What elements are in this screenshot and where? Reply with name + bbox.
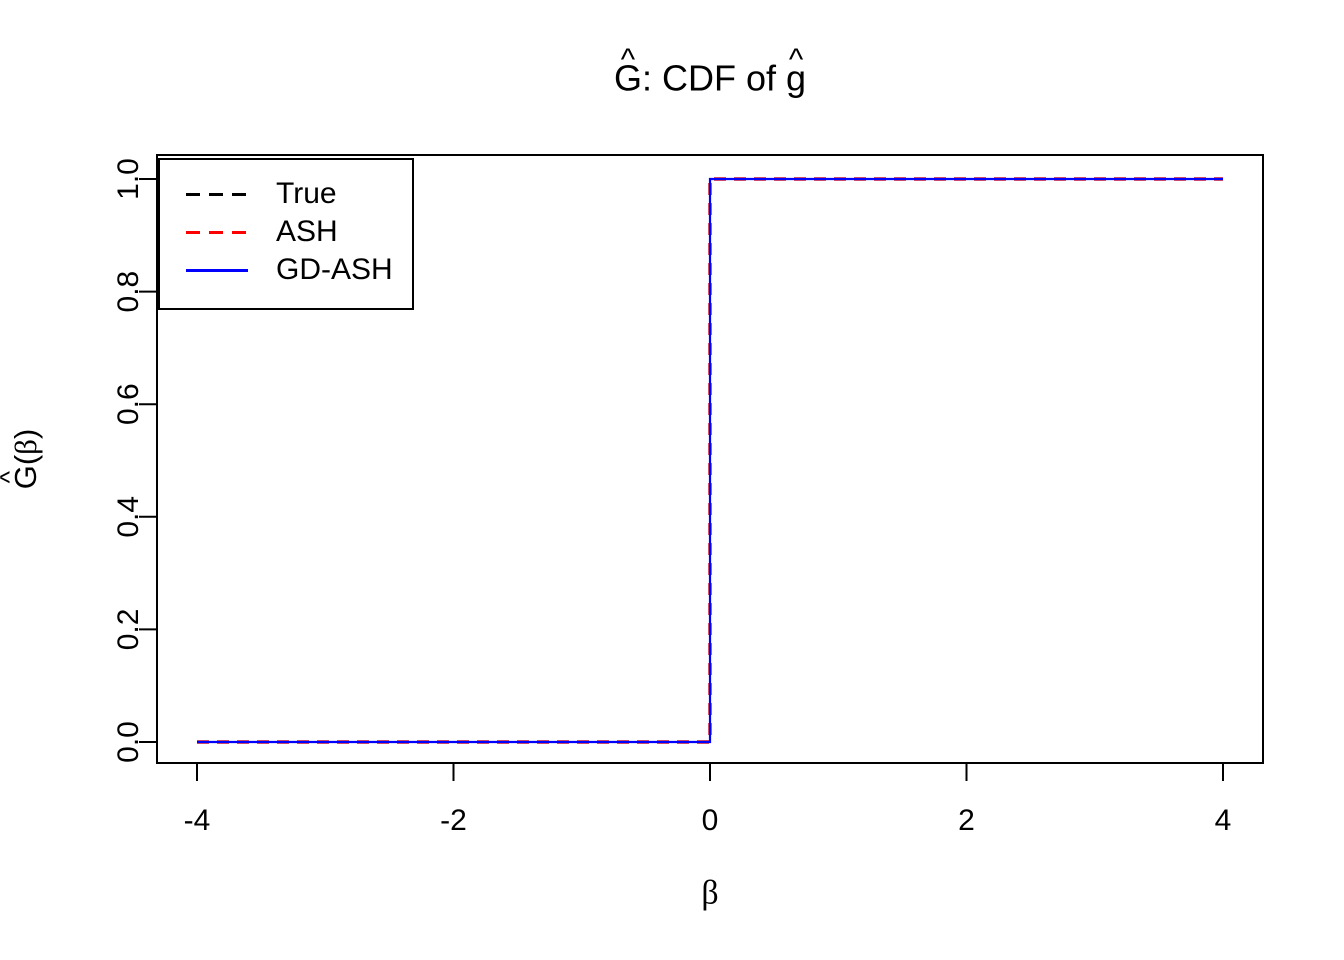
g-hat-lower: ^ g [786, 44, 807, 99]
x-axis-label: β [701, 874, 718, 913]
title-G: G [613, 57, 642, 99]
ylabel-beta: β [8, 439, 43, 455]
ylabel-paren-close: ) [8, 428, 43, 440]
x-tick-label: 4 [1215, 804, 1232, 837]
legend-item-gd-ash: GD-ASH [160, 251, 412, 289]
y-tick-label: 0.8 [112, 271, 145, 313]
title-g: g [786, 57, 807, 99]
legend-item-true: True [160, 175, 412, 213]
y-tick-label: 0.4 [112, 496, 145, 538]
title-mid-text: : CDF of [641, 57, 786, 99]
legend-line-sample-gd-ash [186, 268, 248, 272]
xlabel-beta: β [701, 874, 719, 912]
chart-title: ^ G: CDF of ^ g [157, 44, 1263, 99]
g-hat-ylabel: ^G [0, 465, 43, 489]
series-line-gd-ash [197, 177, 1223, 744]
legend: True ASH GD-ASH [158, 158, 414, 310]
y-tick-label: 1.0 [112, 158, 145, 200]
x-tick-label: 2 [958, 804, 975, 837]
legend-label-ash: ASH [276, 215, 338, 248]
x-tick-label: -4 [184, 804, 211, 837]
legend-line-sample-ash [186, 230, 248, 234]
legend-label-gd-ash: GD-ASH [276, 253, 393, 286]
y-axis-label: ^G(β) [0, 428, 44, 490]
legend-item-ash: ASH [160, 213, 412, 251]
y-tick-label: 0.2 [112, 609, 145, 651]
hat-accent: ^ [620, 42, 636, 77]
legend-label-true: True [276, 177, 337, 210]
x-tick-label: -2 [440, 804, 467, 837]
x-tick-label: 0 [702, 804, 719, 837]
y-tick-label: 0.0 [112, 721, 145, 763]
hat-accent: ^ [788, 42, 804, 77]
y-tick-label: 0.6 [112, 383, 145, 425]
ylabel-paren-open: ( [8, 454, 43, 466]
hat-accent: ^ [0, 471, 24, 483]
g-hat-upper: ^ G [613, 44, 642, 99]
legend-line-sample-true [186, 192, 248, 196]
